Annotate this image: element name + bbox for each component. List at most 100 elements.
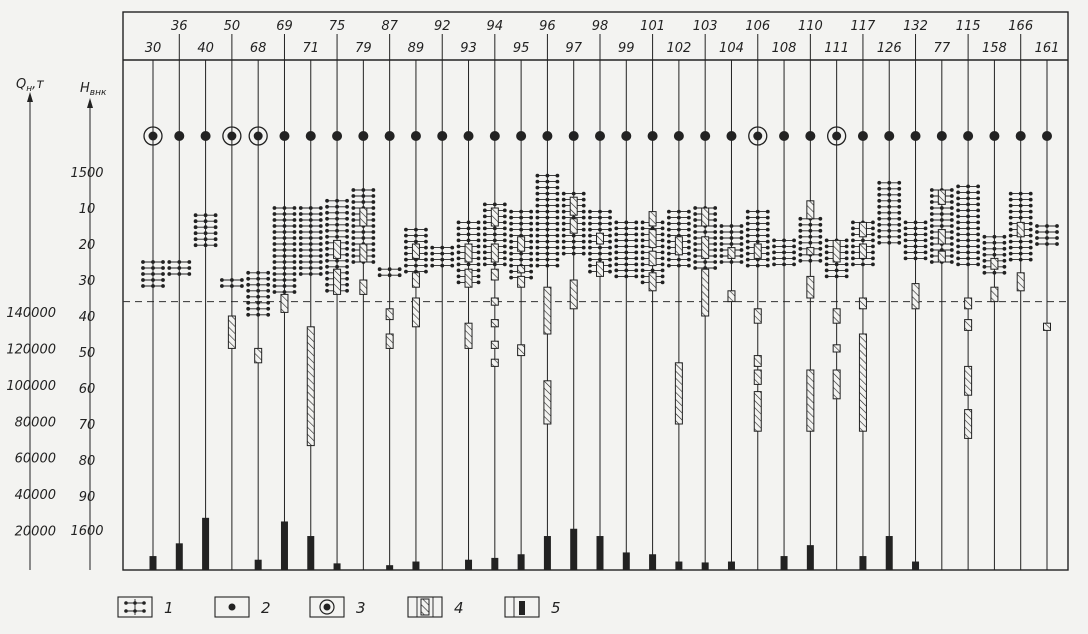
h-axis: Hвнк xyxy=(80,81,107,570)
production-bar xyxy=(701,562,709,570)
hatched-interval xyxy=(701,268,710,317)
well-99: 99 xyxy=(614,41,639,570)
injection-well-icon xyxy=(748,126,768,146)
hatched-interval xyxy=(832,308,841,324)
injection-well-icon xyxy=(143,126,163,146)
producing-well-icon xyxy=(936,131,947,141)
hatched-interval xyxy=(306,326,315,447)
production-bar xyxy=(649,554,657,570)
well-label: 69 xyxy=(276,19,293,34)
hatched-interval xyxy=(806,200,815,220)
perforation-interval xyxy=(1008,191,1033,262)
hatched-interval xyxy=(385,333,394,349)
legend-number: 2 xyxy=(261,599,271,617)
perforation-interval xyxy=(167,260,192,276)
production-bar xyxy=(386,565,394,570)
legend-item-1: 1 xyxy=(117,596,174,618)
well-label: 106 xyxy=(745,19,770,34)
production-bar xyxy=(491,557,499,570)
well-132: 132 xyxy=(903,19,928,570)
legend-item-2: 2 xyxy=(214,596,271,618)
producing-well-icon xyxy=(279,131,290,141)
producing-well-icon xyxy=(437,131,448,141)
producing-well-icon xyxy=(884,131,895,141)
well-label: 79 xyxy=(355,41,372,56)
hatched-interval xyxy=(648,272,657,292)
well-dot-icon xyxy=(227,131,237,141)
q-tick-label: 40000 xyxy=(15,488,56,503)
legend-swatch xyxy=(407,596,443,618)
well-label: 126 xyxy=(877,41,902,56)
producing-well-icon xyxy=(621,131,632,141)
hatched-interval xyxy=(753,391,762,432)
hatched-interval xyxy=(569,196,578,216)
producing-well-icon xyxy=(857,131,868,141)
well-126: 126 xyxy=(877,41,902,570)
production-bar xyxy=(412,561,420,570)
hatched-interval xyxy=(648,211,657,227)
perforation-interval xyxy=(614,220,639,279)
q-axis: Qн,т xyxy=(16,77,44,570)
hatched-interval xyxy=(727,290,736,303)
perforation-interval xyxy=(1035,224,1059,246)
q-axis-arrow-icon xyxy=(27,92,33,102)
q-tick-label: 20000 xyxy=(15,525,56,540)
producing-well-icon xyxy=(595,131,605,141)
producing-well-icon xyxy=(805,131,816,141)
hatched-interval xyxy=(359,243,368,263)
q-axis-title: Qн,т xyxy=(16,77,44,94)
h-axis-title: Hвнк xyxy=(80,81,107,98)
well-69: 69 xyxy=(272,19,297,570)
well-36: 36 xyxy=(167,19,192,570)
hatched-interval xyxy=(674,362,683,425)
hatched-interval xyxy=(858,297,867,310)
well-101: 101 xyxy=(640,19,665,570)
perforation-interval xyxy=(325,198,349,293)
legend-swatch xyxy=(214,596,250,618)
perforation-interval xyxy=(298,206,323,276)
production-bar xyxy=(517,554,525,570)
perforation-interval xyxy=(141,260,165,288)
hatched-interval xyxy=(964,319,973,331)
well-40: 40 xyxy=(193,41,218,570)
well-label: 158 xyxy=(982,41,1007,56)
producing-well-icon xyxy=(410,131,421,141)
hatched-interval xyxy=(517,344,526,357)
production-bar xyxy=(806,545,814,570)
well-label: 71 xyxy=(302,41,319,56)
h-tick-label: 50 xyxy=(79,346,96,361)
h-tick-label: 70 xyxy=(79,418,96,433)
h-axis-arrow-icon xyxy=(87,98,93,108)
well-label: 99 xyxy=(618,41,635,56)
well-label: 115 xyxy=(956,19,981,34)
production-bar xyxy=(307,536,315,570)
well-label: 92 xyxy=(434,19,451,34)
well-label: 161 xyxy=(1035,41,1060,56)
well-label: 96 xyxy=(539,19,556,34)
production-bar xyxy=(570,528,578,570)
hatched-interval xyxy=(254,347,263,364)
q-tick-label: 100000 xyxy=(6,379,56,394)
well-label: 111 xyxy=(824,41,849,56)
hatched-interval xyxy=(990,257,999,270)
injection-well-icon xyxy=(826,126,847,146)
h-tick-label: 30 xyxy=(79,274,96,289)
hatched-interval xyxy=(858,243,867,259)
well-dot-icon xyxy=(253,131,263,141)
hatched-interval xyxy=(490,297,499,306)
hatched-interval xyxy=(490,243,499,263)
perforation-interval xyxy=(193,213,218,248)
legend: 1 2 3 4 5 xyxy=(117,596,561,618)
production-bar xyxy=(149,556,157,570)
q-tick-label: 140000 xyxy=(6,306,56,321)
well-label: 117 xyxy=(851,19,877,34)
hatched-interval xyxy=(832,239,841,263)
hatched-interval xyxy=(937,250,946,263)
wells: 30 36 40 50 68 69 71 75 79 87 89 92 93 94 95 96 97 98 99 10… xyxy=(141,19,1059,570)
well-label: 77 xyxy=(934,41,951,56)
well-115: 115 xyxy=(956,19,981,570)
h-tick-label: 80 xyxy=(79,454,96,469)
well-93: 93 xyxy=(456,41,481,570)
hatched-interval xyxy=(569,279,578,310)
perforation-interval xyxy=(745,209,770,268)
